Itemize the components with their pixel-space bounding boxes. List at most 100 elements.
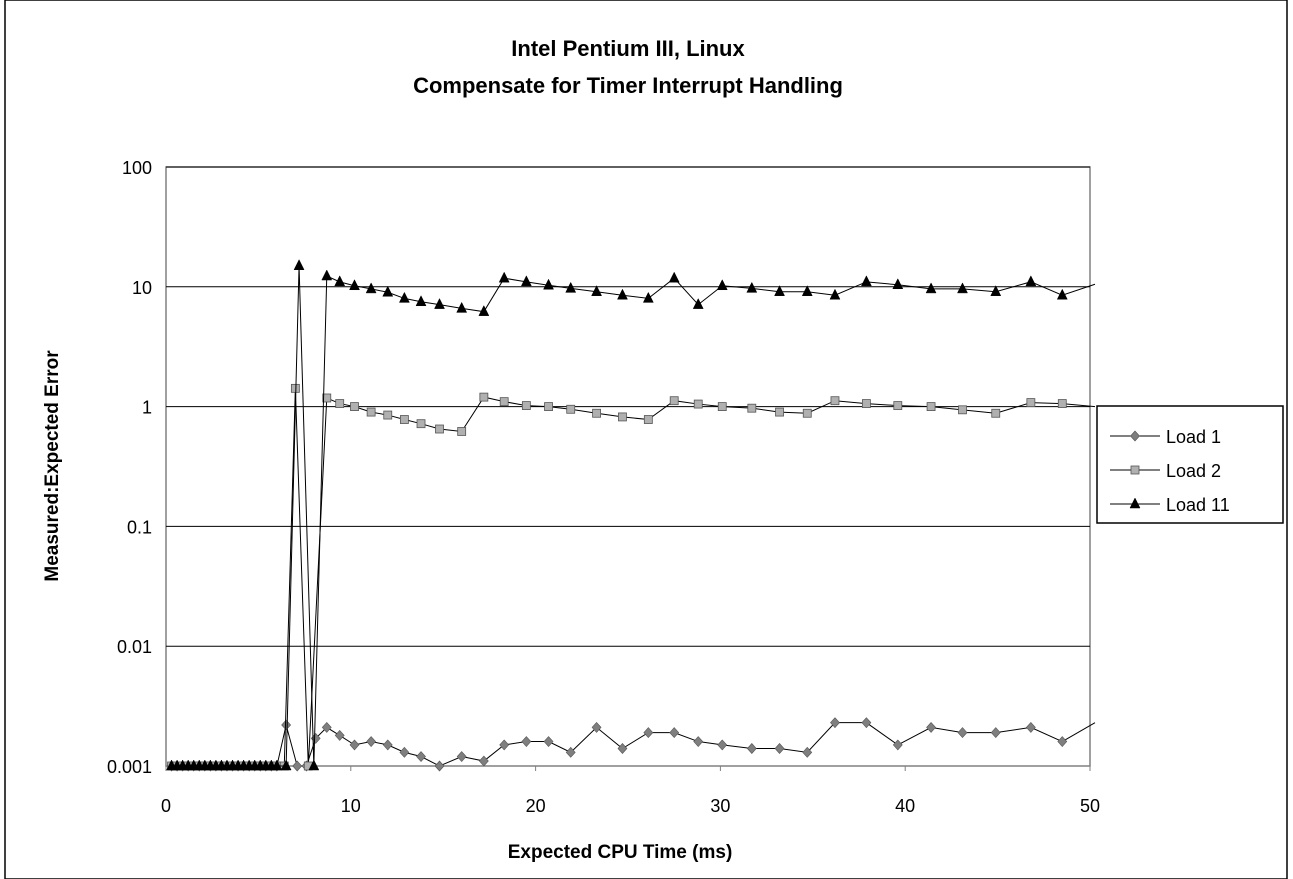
data-point [416, 419, 426, 429]
x-tick-label: 0 [161, 796, 171, 816]
data-point [860, 275, 872, 287]
data-point [861, 717, 872, 729]
data-point [774, 285, 785, 296]
legend-label: Load 11 [1166, 495, 1230, 515]
data-point [1057, 399, 1067, 408]
x-tick-label: 40 [895, 796, 915, 816]
data-point [322, 393, 332, 403]
data-point [281, 719, 292, 731]
legend-label: Load 2 [1166, 461, 1221, 481]
series-layer [166, 259, 1096, 772]
data-point [349, 279, 360, 291]
data-point [544, 402, 553, 412]
data-point [669, 396, 679, 406]
data-point [717, 739, 728, 751]
data-point [543, 278, 554, 290]
y-axis-title: Measured:Expected Error [42, 350, 63, 582]
data-point [990, 285, 1002, 296]
x-tick-label: 50 [1080, 796, 1100, 816]
data-point [366, 736, 377, 747]
data-point [925, 282, 937, 294]
data-point [642, 291, 654, 303]
data-point [591, 285, 602, 296]
data-point [774, 743, 785, 754]
data-point [861, 399, 871, 408]
y-tick-label: 0.001 [107, 757, 152, 777]
data-point [1056, 288, 1068, 300]
data-point [308, 759, 320, 771]
data-point [479, 392, 489, 402]
data-point [415, 295, 427, 307]
x-tick-label: 30 [710, 796, 730, 816]
data-point [280, 759, 292, 771]
data-point [692, 298, 704, 309]
data-point [334, 275, 346, 287]
data-point [1026, 398, 1036, 407]
legend-box [1096, 405, 1284, 524]
data-point [398, 291, 410, 303]
x-axis-title: Expected CPU Time (ms) [508, 842, 733, 863]
data-point [478, 305, 490, 316]
data-point [643, 415, 653, 424]
data-point [478, 755, 489, 767]
data-point [926, 402, 936, 412]
series-load-11 [166, 259, 1096, 771]
data-point [693, 399, 703, 409]
data-point [829, 288, 841, 300]
data-point [669, 727, 680, 739]
data-point [957, 727, 968, 739]
data-point [543, 736, 554, 747]
legend-label: Load 1 [1166, 427, 1221, 447]
y-tick-label: 0.01 [117, 637, 152, 657]
y-axis-ticks: 0.001 0.01 0.1 1 10 100 [107, 158, 152, 777]
x-tick-label: 20 [526, 796, 546, 816]
y-tick-label: 10 [132, 278, 152, 298]
data-point [435, 424, 444, 434]
data-point [591, 721, 602, 733]
data-point [382, 739, 393, 751]
data-point [618, 412, 627, 422]
data-point [399, 415, 409, 424]
data-point [566, 404, 576, 414]
data-point [990, 727, 1001, 739]
data-point [335, 399, 345, 408]
data-point [499, 739, 510, 751]
data-point [321, 269, 333, 281]
data-point [498, 271, 510, 283]
data-point [366, 407, 376, 417]
data-point [892, 739, 903, 751]
data-point [383, 410, 393, 420]
legend-marker [1129, 497, 1141, 509]
data-point [521, 401, 531, 410]
data-point [520, 275, 532, 287]
data-point [399, 746, 410, 758]
data-point [991, 408, 1001, 418]
y-tick-label: 100 [122, 158, 152, 178]
data-point [617, 743, 628, 754]
data-point [434, 298, 445, 309]
data-point [643, 727, 654, 739]
legend: Load 1 Load 2 Load 11 [1096, 405, 1284, 524]
data-point [499, 397, 509, 407]
data-point [892, 278, 904, 290]
data-point [958, 405, 967, 415]
data-point [365, 282, 377, 294]
data-point [693, 736, 704, 747]
chart-subtitle: Compensate for Timer Interrupt Handling [413, 73, 843, 98]
data-point [350, 402, 359, 412]
data-point [292, 760, 303, 772]
data-point [457, 427, 467, 436]
x-axis-ticks: 0 10 20 30 40 50 [161, 766, 1100, 816]
data-point [416, 751, 426, 762]
y-tick-label: 1 [142, 398, 152, 418]
data-point [349, 739, 360, 751]
data-point [565, 281, 577, 293]
data-point [668, 271, 680, 283]
chart-title: Intel Pentium III, Linux [511, 36, 745, 61]
data-point [746, 281, 758, 293]
data-point [271, 759, 283, 771]
data-point [1025, 721, 1036, 733]
legend-marker [1130, 430, 1140, 442]
data-point [382, 285, 394, 297]
